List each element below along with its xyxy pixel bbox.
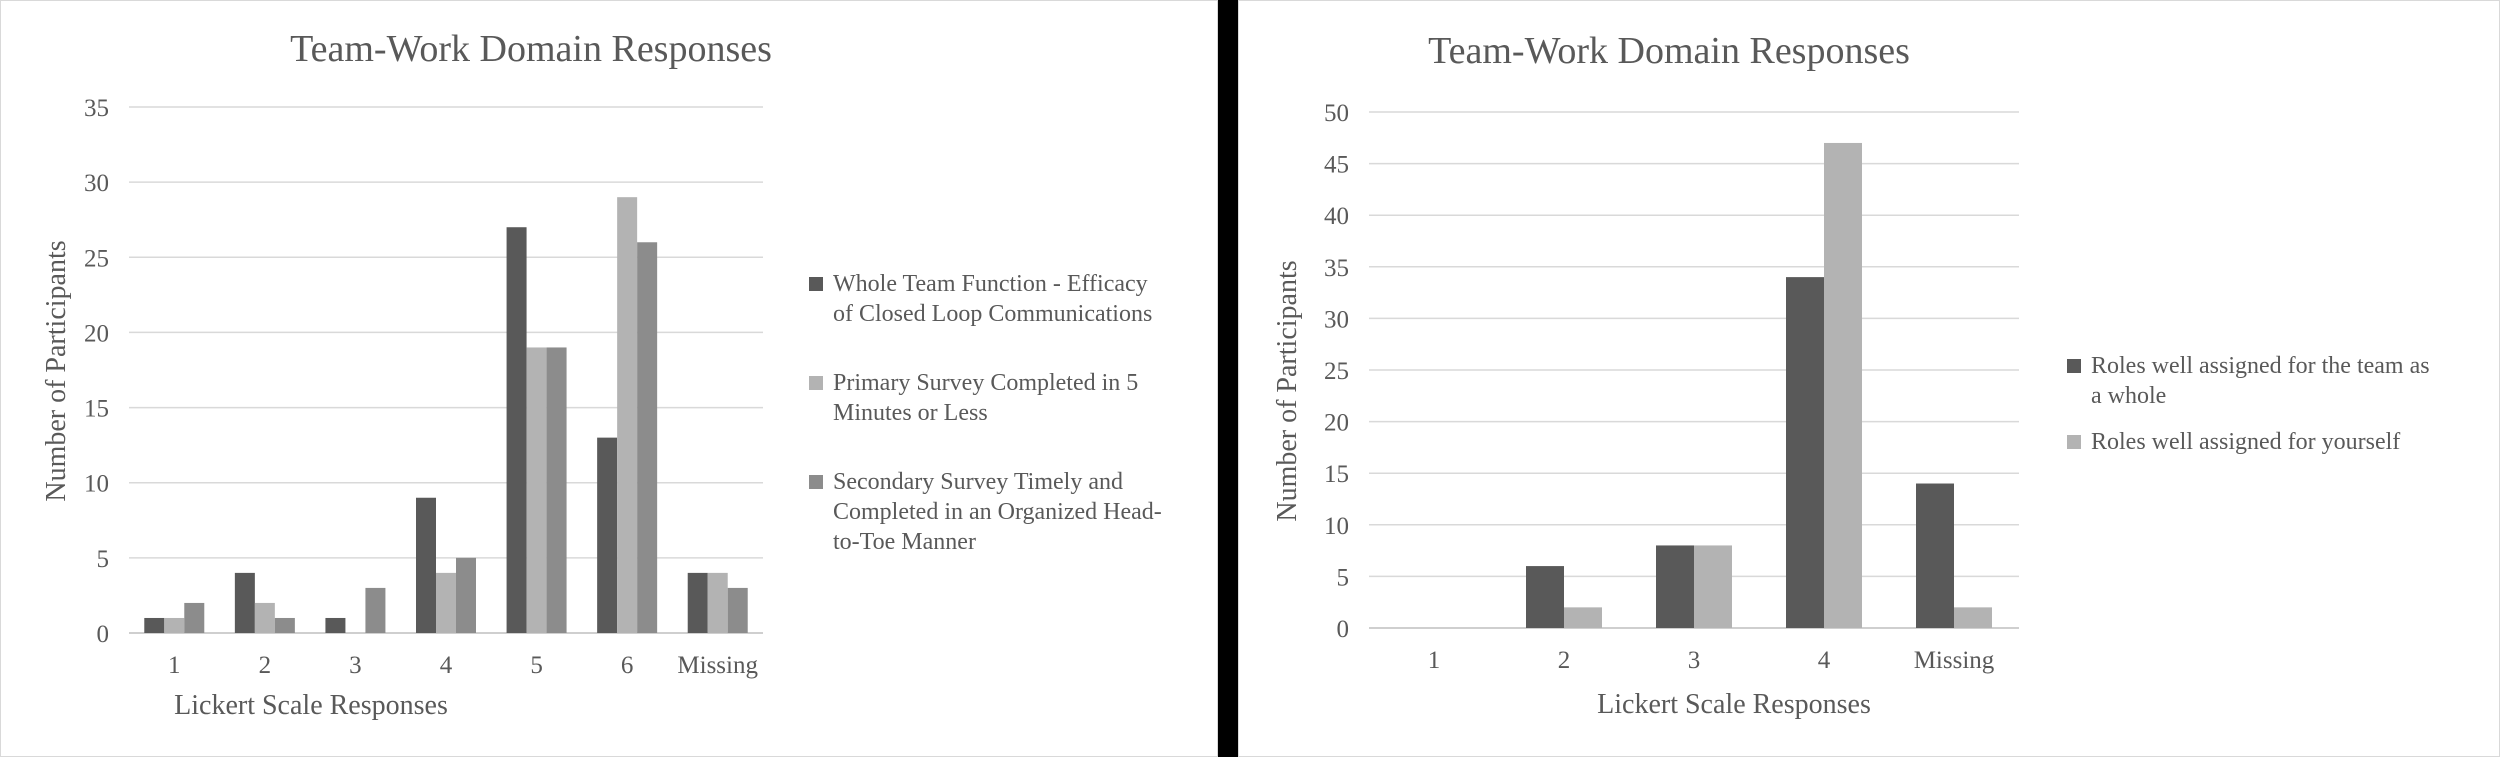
- legend-swatch: [2067, 435, 2081, 449]
- y-tick-label: 50: [1324, 100, 1349, 127]
- x-tick-label: 4: [1818, 647, 1831, 674]
- chart-panel-left: Team-Work Domain Responses Lickert Scale…: [0, 0, 1218, 757]
- bar: [1564, 607, 1602, 628]
- y-tick-label: 25: [84, 245, 109, 272]
- bar: [274, 617, 295, 633]
- x-axis-label: Lickert Scale Responses: [1597, 689, 1871, 720]
- y-tick-label: 10: [84, 471, 109, 498]
- y-tick-label: 30: [84, 170, 109, 197]
- bar: [1824, 142, 1862, 628]
- bar: [727, 587, 748, 633]
- x-tick-label: 5: [530, 652, 543, 679]
- legend-entry: of Closed Loop Communications: [833, 301, 1152, 327]
- bar: [1694, 545, 1732, 628]
- bar: [687, 572, 708, 633]
- bar: [707, 572, 728, 633]
- bar: [526, 347, 547, 633]
- bar: [1656, 545, 1694, 628]
- bar: [234, 572, 255, 633]
- x-tick-label: 2: [259, 652, 272, 679]
- y-tick-label: 45: [1324, 152, 1349, 179]
- y-tick-label: 5: [1337, 564, 1350, 591]
- x-tick-label: 3: [349, 652, 362, 679]
- bar: [617, 197, 638, 633]
- y-tick-label: 35: [84, 95, 109, 122]
- chart-left: Team-Work Domain Responses Lickert Scale…: [41, 28, 1162, 721]
- bar: [1786, 277, 1824, 628]
- x-tick-label: 3: [1688, 647, 1701, 674]
- legend-entry: to-Toe Manner: [833, 529, 976, 555]
- legend-entry: Primary Survey Completed in 5: [833, 370, 1138, 396]
- y-tick-label: 20: [84, 320, 109, 347]
- y-tick-label: 0: [1337, 616, 1350, 643]
- legend-entry: a whole: [2091, 383, 2166, 409]
- legend-swatch: [809, 475, 823, 489]
- bar: [456, 557, 476, 633]
- bar: [1526, 566, 1564, 628]
- x-tick-label: 1: [168, 652, 181, 679]
- x-tick-label: 2: [1558, 647, 1571, 674]
- bar: [254, 602, 275, 633]
- chart-panel-right: Team-Work Domain Responses Lickert Scale…: [1238, 0, 2500, 757]
- bar: [1954, 607, 1992, 628]
- y-tick-label: 30: [1324, 306, 1349, 333]
- bar: [1916, 483, 1954, 628]
- legend-entry: Whole Team Function - Efficacy: [833, 271, 1148, 297]
- legend-entry: Secondary Survey Timely and: [833, 469, 1123, 495]
- bar: [416, 497, 436, 633]
- bar: [597, 437, 618, 633]
- legend-entry: Roles well assigned for the team as: [2091, 353, 2430, 379]
- legend-entry: Completed in an Organized Head-: [833, 499, 1162, 525]
- chart-title: Team-Work Domain Responses: [290, 28, 772, 70]
- x-tick-label: 6: [621, 652, 634, 679]
- x-tick-label: 4: [440, 652, 453, 679]
- y-tick-label: 15: [1324, 461, 1349, 488]
- y-tick-label: 35: [1324, 255, 1349, 282]
- bar: [184, 602, 205, 633]
- bar: [164, 617, 185, 633]
- y-tick-label: 25: [1324, 358, 1349, 385]
- bar: [436, 572, 456, 633]
- bar: [546, 347, 567, 633]
- legend-entry: Minutes or Less: [833, 400, 988, 426]
- legend-swatch: [809, 277, 823, 291]
- y-axis-label: Number of Participants: [41, 240, 72, 501]
- legend-swatch: [2067, 359, 2081, 373]
- legend-swatch: [809, 376, 823, 390]
- y-tick-label: 5: [97, 546, 110, 573]
- bar: [365, 587, 386, 633]
- bar: [144, 617, 165, 633]
- chart-right: Team-Work Domain Responses Lickert Scale…: [1272, 30, 2430, 720]
- bar: [325, 617, 346, 633]
- legend-entry: Roles well assigned for yourself: [2091, 429, 2400, 455]
- y-axis-label: Number of Participants: [1272, 260, 1303, 521]
- bar: [506, 227, 527, 633]
- y-tick-label: 40: [1324, 203, 1349, 230]
- y-tick-label: 20: [1324, 410, 1349, 437]
- bar: [637, 242, 658, 633]
- x-tick-label: 1: [1428, 647, 1441, 674]
- chart-title: Team-Work Domain Responses: [1428, 30, 1910, 72]
- x-tick-label: Missing: [1914, 647, 1995, 674]
- x-tick-label: Missing: [677, 652, 758, 679]
- y-tick-label: 15: [84, 396, 109, 423]
- x-axis-label: Lickert Scale Responses: [174, 690, 448, 721]
- y-tick-label: 10: [1324, 513, 1349, 540]
- y-tick-label: 0: [97, 621, 110, 648]
